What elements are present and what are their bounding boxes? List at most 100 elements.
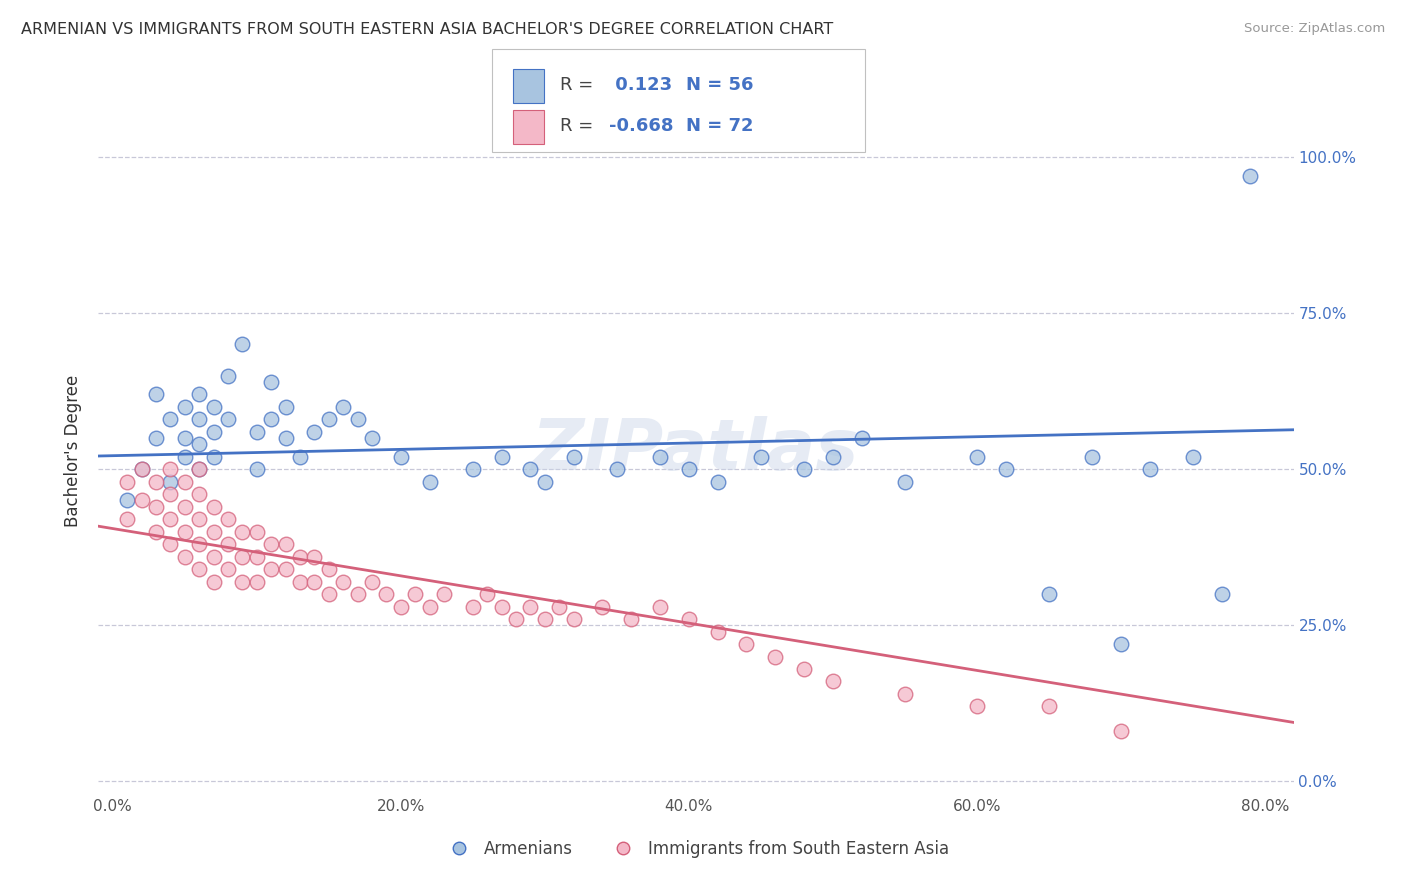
Point — [188, 537, 211, 551]
Point — [231, 524, 253, 539]
Point — [217, 412, 239, 426]
Point — [260, 375, 283, 389]
Point — [115, 512, 138, 526]
Point — [304, 549, 326, 564]
Point — [260, 412, 283, 426]
Point — [491, 599, 513, 614]
Point — [361, 574, 384, 589]
Point — [188, 437, 211, 451]
Point — [706, 624, 728, 639]
Point — [461, 599, 484, 614]
Point — [145, 524, 167, 539]
Point — [404, 587, 426, 601]
Point — [1239, 169, 1261, 183]
Point — [1081, 450, 1104, 464]
Point — [188, 462, 211, 476]
Text: R =: R = — [560, 117, 599, 135]
Point — [274, 400, 297, 414]
Point — [274, 562, 297, 576]
Point — [966, 450, 988, 464]
Point — [1181, 450, 1204, 464]
Point — [188, 487, 211, 501]
Point — [994, 462, 1017, 476]
Point — [1038, 587, 1060, 601]
Point — [433, 587, 456, 601]
Point — [1211, 587, 1233, 601]
Point — [246, 574, 269, 589]
Point — [246, 462, 269, 476]
Point — [131, 493, 153, 508]
Point — [346, 587, 368, 601]
Point — [562, 612, 585, 626]
Point — [419, 599, 441, 614]
Point — [735, 637, 758, 651]
Point — [159, 512, 181, 526]
Point — [188, 387, 211, 401]
Point — [188, 512, 211, 526]
Point — [318, 587, 340, 601]
Point — [318, 412, 340, 426]
Point — [346, 412, 368, 426]
Point — [749, 450, 772, 464]
Point — [231, 337, 253, 351]
Point — [706, 475, 728, 489]
Point — [159, 475, 181, 489]
Point — [202, 524, 225, 539]
Point — [533, 475, 555, 489]
Point — [288, 450, 311, 464]
Point — [145, 475, 167, 489]
Text: ZIPatlas: ZIPatlas — [533, 416, 859, 485]
Point — [361, 431, 384, 445]
Point — [159, 462, 181, 476]
Point — [1139, 462, 1161, 476]
Point — [851, 431, 873, 445]
Point — [188, 562, 211, 576]
Point — [548, 599, 571, 614]
Point — [173, 549, 195, 564]
Point — [202, 574, 225, 589]
Point — [763, 649, 786, 664]
Point — [131, 462, 153, 476]
Point — [648, 450, 671, 464]
Point — [793, 662, 815, 676]
Point — [519, 599, 541, 614]
Point — [519, 462, 541, 476]
Point — [966, 699, 988, 714]
Point — [678, 612, 700, 626]
Point — [477, 587, 499, 601]
Text: N = 72: N = 72 — [686, 117, 754, 135]
Point — [606, 462, 628, 476]
Point — [389, 450, 412, 464]
Point — [893, 687, 915, 701]
Point — [159, 487, 181, 501]
Point — [419, 475, 441, 489]
Text: R =: R = — [560, 76, 599, 94]
Point — [461, 462, 484, 476]
Point — [332, 400, 354, 414]
Point — [217, 537, 239, 551]
Point — [145, 387, 167, 401]
Point — [202, 549, 225, 564]
Point — [678, 462, 700, 476]
Point — [1109, 724, 1132, 739]
Text: -0.668: -0.668 — [609, 117, 673, 135]
Point — [288, 574, 311, 589]
Point — [893, 475, 915, 489]
Point — [202, 425, 225, 439]
Text: Source: ZipAtlas.com: Source: ZipAtlas.com — [1244, 22, 1385, 36]
Point — [304, 574, 326, 589]
Point — [173, 450, 195, 464]
Point — [173, 500, 195, 514]
Point — [202, 500, 225, 514]
Point — [648, 599, 671, 614]
Legend: Armenians, Immigrants from South Eastern Asia: Armenians, Immigrants from South Eastern… — [436, 833, 956, 864]
Point — [332, 574, 354, 589]
Point — [260, 537, 283, 551]
Point — [591, 599, 613, 614]
Point — [202, 400, 225, 414]
Point — [793, 462, 815, 476]
Point — [217, 368, 239, 383]
Point — [1038, 699, 1060, 714]
Point — [159, 537, 181, 551]
Point — [246, 425, 269, 439]
